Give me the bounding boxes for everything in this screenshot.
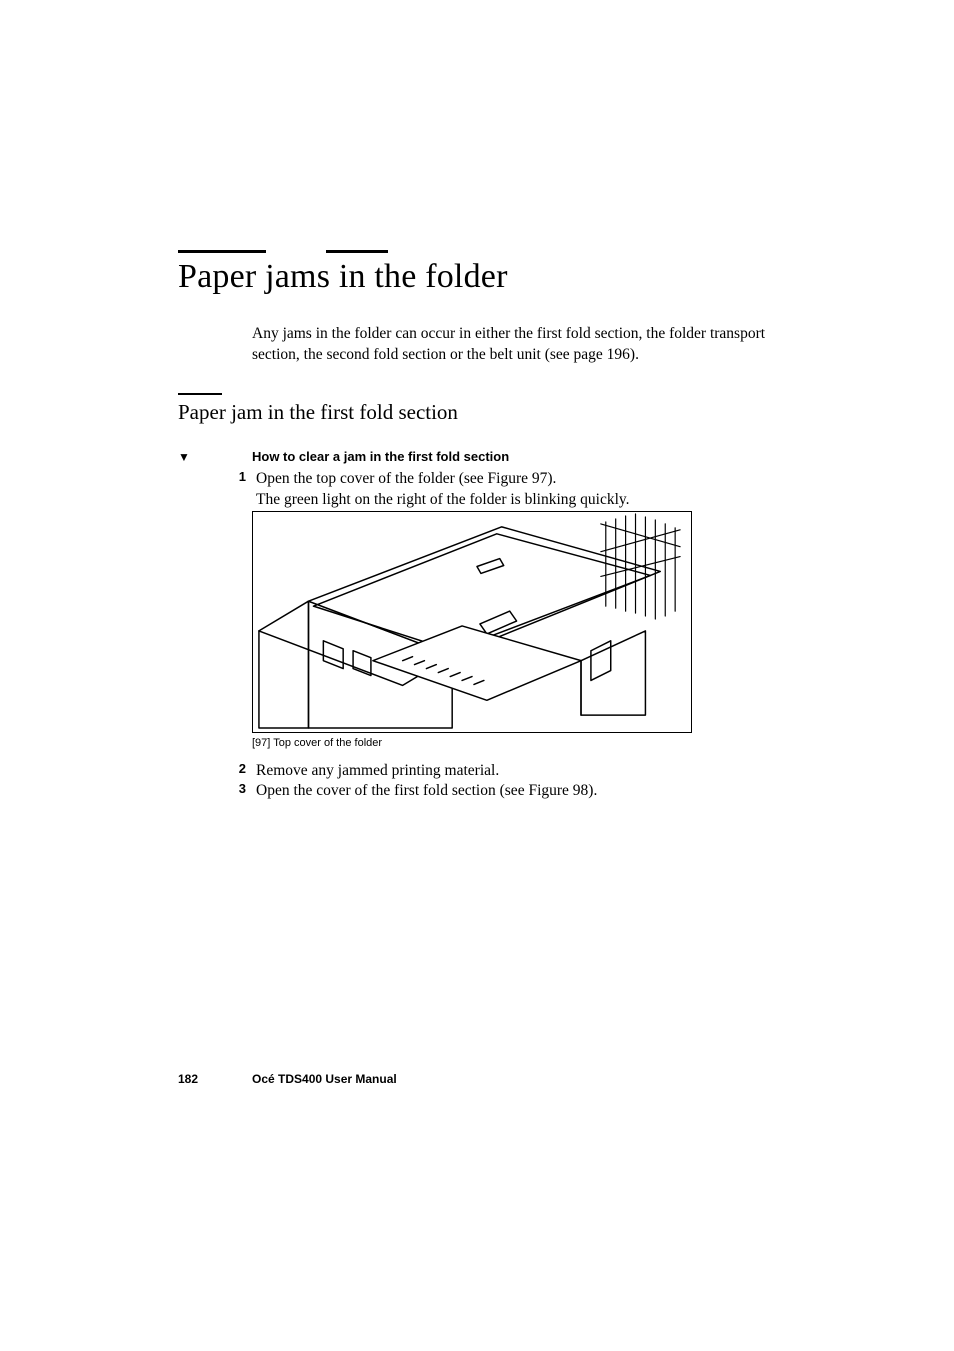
step-number: 2: [228, 761, 246, 776]
step-row: 3 Open the cover of the first fold secti…: [228, 781, 768, 802]
step-text: Open the top cover of the folder (see Fi…: [256, 469, 756, 511]
procedure-bullet-icon: ▼: [178, 450, 190, 465]
folder-top-cover-diagram: [253, 512, 691, 732]
figure-caption: [97] Top cover of the folder: [252, 737, 382, 749]
procedure-title: How to clear a jam in the first fold sec…: [252, 449, 509, 464]
step-line: The green light on the right of the fold…: [256, 491, 630, 508]
section-heading: Paper jam in the first fold section: [178, 400, 458, 425]
page-heading: Paper jams in the folder: [178, 258, 508, 296]
step-number: 1: [228, 469, 246, 484]
step-text: Remove any jammed printing material.: [256, 761, 756, 782]
h2-rule-decoration: [178, 393, 222, 395]
footer-doc-title: Océ TDS400 User Manual: [252, 1072, 397, 1086]
step-number: 3: [228, 781, 246, 796]
step-row: 1 Open the top cover of the folder (see …: [228, 469, 768, 511]
step-text: Open the cover of the first fold section…: [256, 781, 756, 802]
intro-paragraph: Any jams in the folder can occur in eith…: [252, 324, 772, 366]
step-row: 2 Remove any jammed printing material.: [228, 761, 768, 782]
manual-page: Paper jams in the folder Any jams in the…: [0, 0, 954, 1351]
step-line: Open the top cover of the folder (see Fi…: [256, 470, 556, 487]
footer-page-number: 182: [178, 1072, 198, 1086]
figure-97-illustration: [252, 511, 692, 733]
